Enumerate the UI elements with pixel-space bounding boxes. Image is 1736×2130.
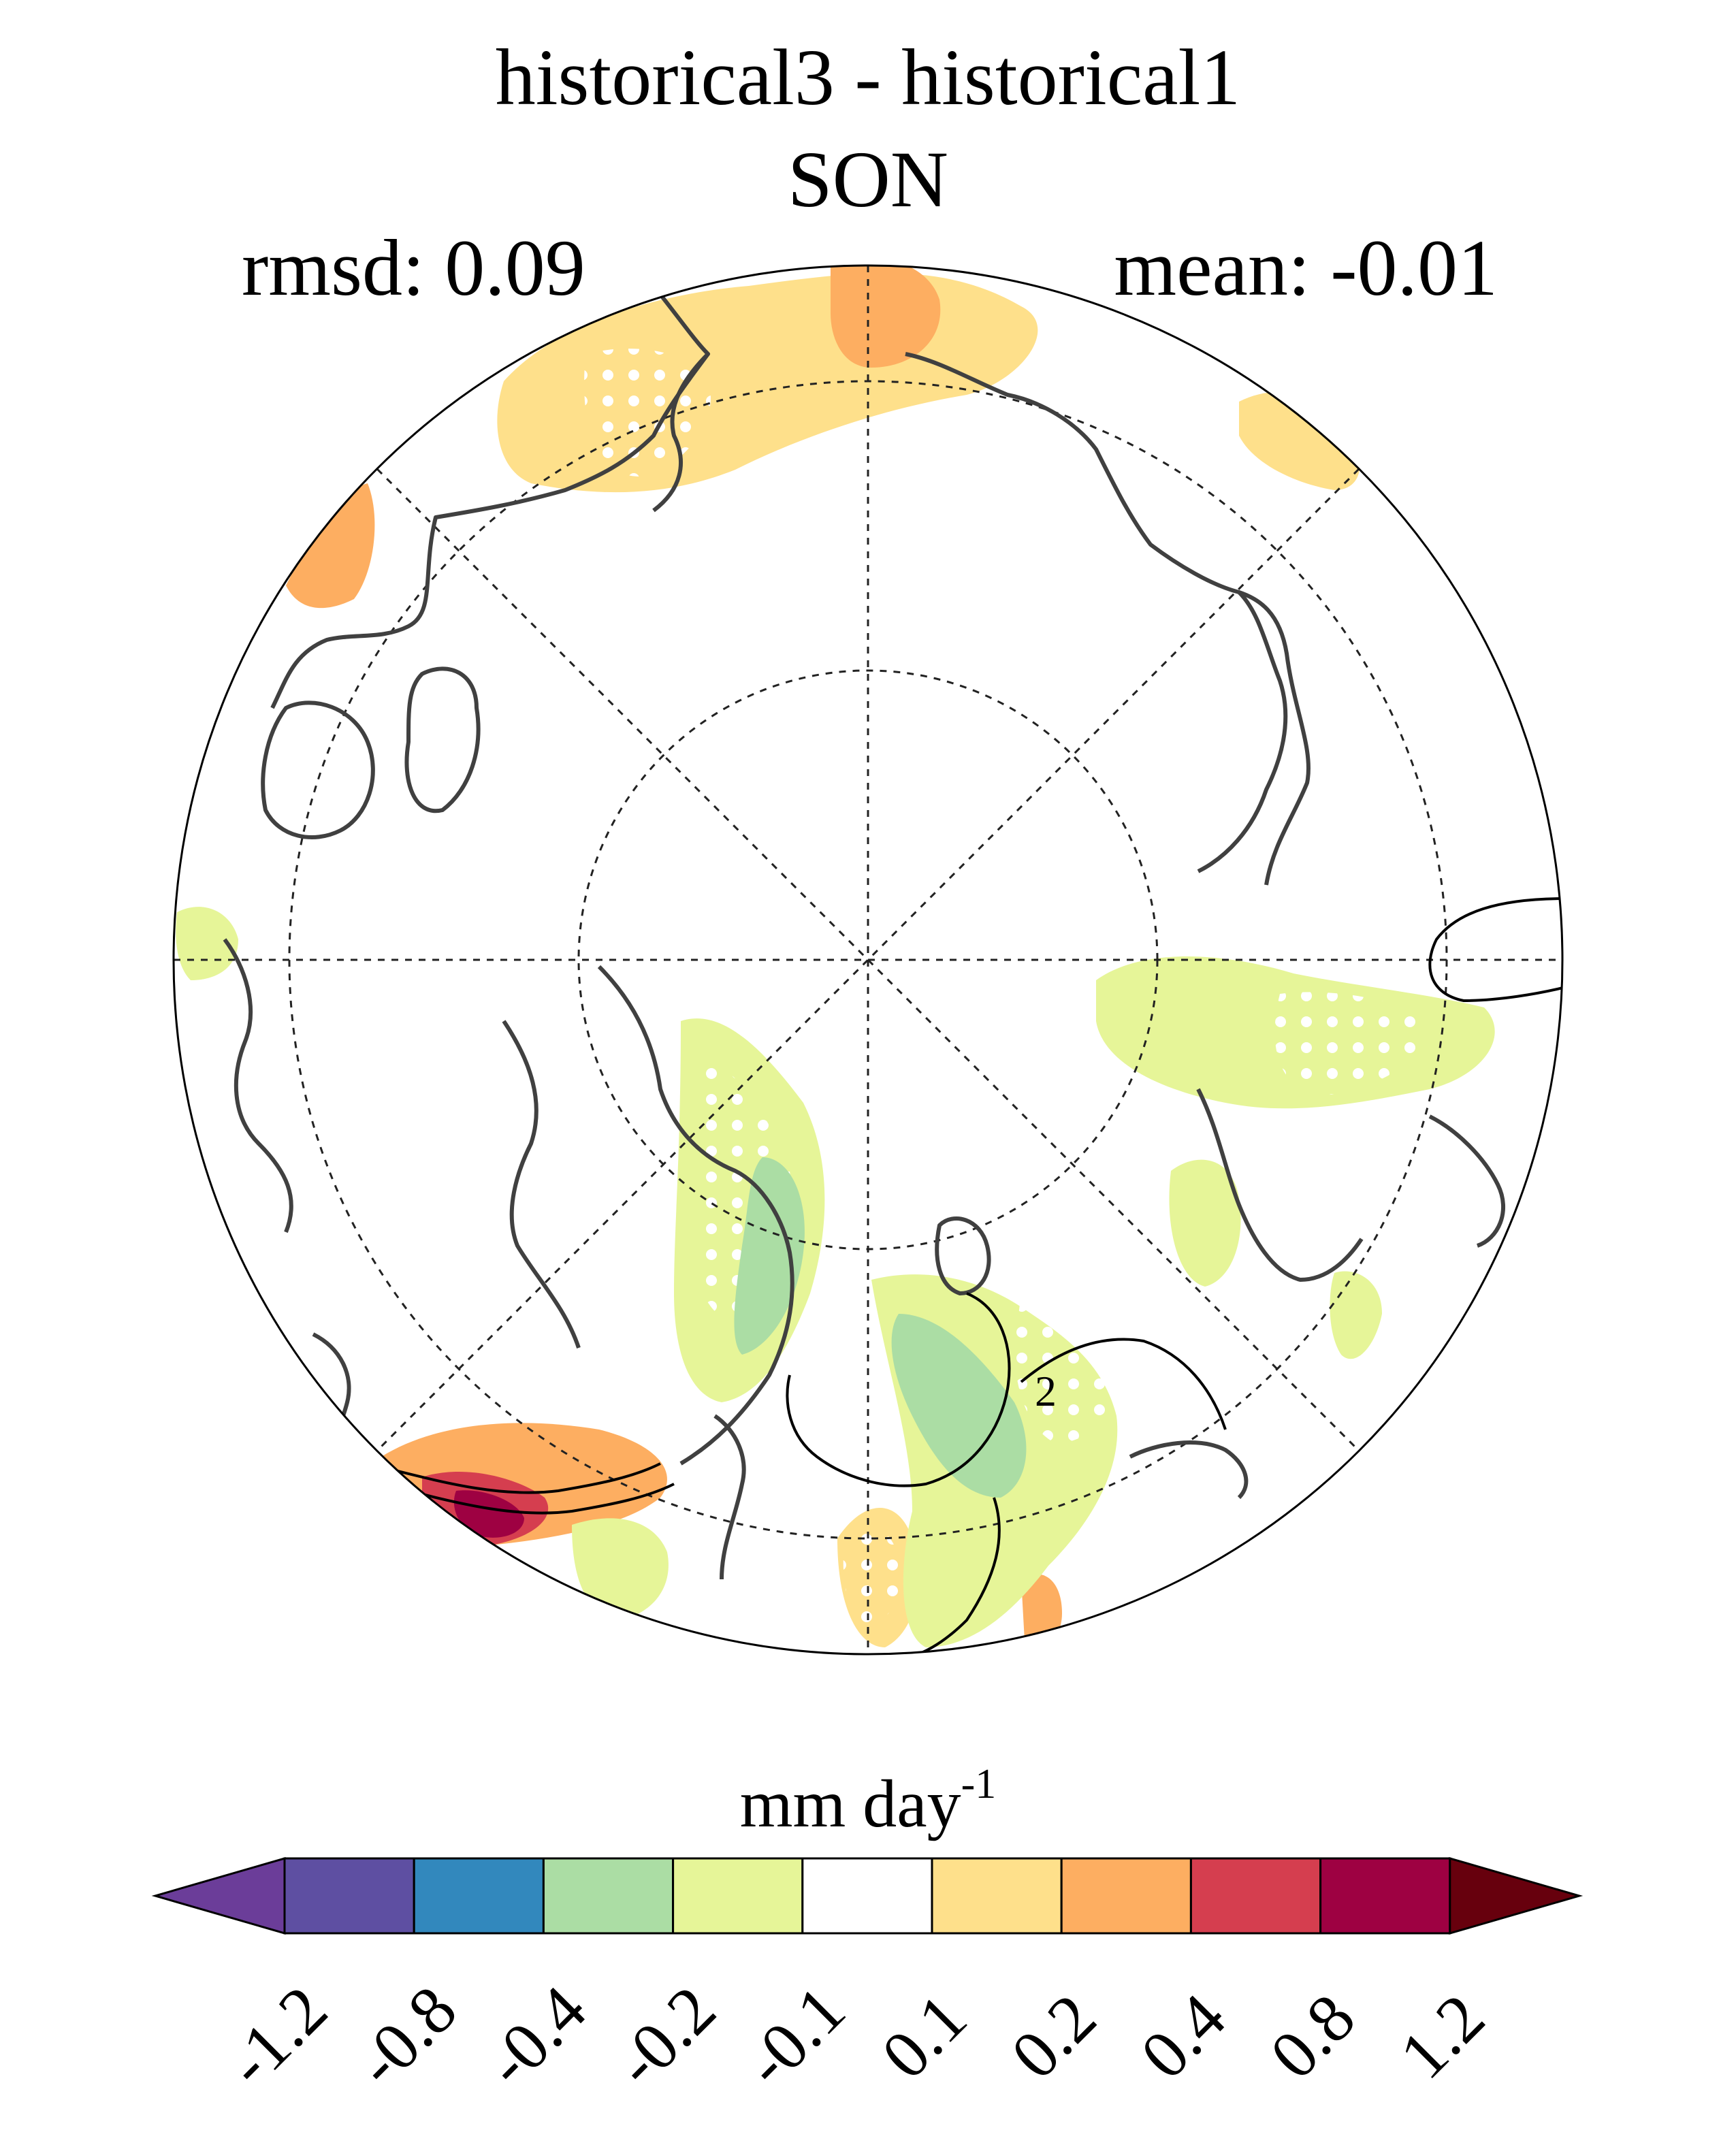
anomaly-patch-bottomleft-dark [453, 1490, 524, 1538]
colorbar-tick-label: 0.8 [1255, 1980, 1369, 2093]
colorbar-swatch [931, 1857, 1063, 1935]
colorbar-swatch [1319, 1857, 1451, 1935]
anomaly-patch-bottom-dots [843, 1528, 900, 1627]
colorbar-tick-label: -1.2 [212, 1971, 341, 2101]
anomaly-patch-left [286, 483, 375, 609]
colorbar-tick-label: -0.8 [341, 1971, 470, 2101]
title-line-2: SON [787, 135, 949, 224]
contour-bottomleft [394, 1462, 661, 1494]
colorbar-tick-label: -0.2 [600, 1971, 730, 2101]
coastline-scandinavia [652, 352, 710, 513]
coastline-alaska [502, 1020, 581, 1349]
contour-label: 2 [1035, 1367, 1057, 1415]
anomaly-patch-bottomcenter-green [891, 1314, 1027, 1498]
colorbar-swatch [283, 1857, 415, 1935]
colorbar-tick-label: 1.2 [1385, 1980, 1499, 2093]
contour-bottom [884, 1497, 1001, 1654]
colorbar-tick-label: -0.1 [730, 1971, 859, 2101]
colorbar-swatch [1189, 1857, 1322, 1935]
coastline-north-america [597, 965, 794, 1466]
anomaly-patch-right-dots [1274, 992, 1430, 1096]
colorbar-swatch [413, 1857, 545, 1935]
colorbar-tick-label: 0.1 [867, 1980, 981, 2093]
coastline-greenland [404, 666, 481, 813]
coastline-bering [713, 1414, 746, 1580]
coastline-canadian-archipelago [261, 700, 375, 839]
colorbar-labels: -1.2 -0.8 -0.4 -0.2 -0.1 0.1 0.2 0.4 0.8 1.2 [212, 1971, 1498, 2101]
colorbar-tick-label: -0.4 [470, 1971, 600, 2101]
anomaly-patch-center-green [734, 1157, 805, 1355]
coastline-japan [1428, 1114, 1505, 1248]
colorbar-swatch [1060, 1857, 1192, 1935]
mean-contours [394, 897, 1562, 1654]
contour-bottomleft-2 [408, 1483, 675, 1515]
map-border [172, 264, 1564, 1656]
colorbar-swatch [672, 1857, 804, 1935]
graticule [174, 265, 1562, 1654]
colorbar-units: mm day-1 [0, 1763, 1736, 1838]
colorbar-under-arrow [151, 1857, 286, 1935]
coastline-east-asia [1196, 1088, 1364, 1282]
colorbar-swatches [151, 1857, 1584, 1935]
anomaly-patch-farleft [176, 907, 238, 980]
anomaly-patch-bottomright-orange [1021, 1574, 1062, 1646]
contour-2-center [786, 1292, 1011, 1487]
rmsd-label: rmsd: 0.09 [242, 223, 585, 312]
coastline-canada-west [223, 938, 293, 1233]
coastline-siberia-east [1238, 590, 1311, 886]
colorbar-over-arrow [1449, 1857, 1584, 1935]
contour-2-right [1020, 1338, 1227, 1430]
coastline-russia-top [905, 352, 1288, 873]
colorbar-swatch [542, 1857, 675, 1935]
anomaly-patch-top-orange [831, 265, 941, 368]
colorbar-swatch [801, 1857, 933, 1935]
anomaly-patch-bottomleft-green [572, 1518, 669, 1620]
units-exponent: -1 [961, 1761, 997, 1807]
colorbar-tick-label: 0.4 [1126, 1980, 1240, 2093]
coastline-bottom-right [1129, 1440, 1249, 1500]
anomaly-patch-farright [1330, 1271, 1382, 1359]
coastlines [223, 285, 1505, 1580]
anomaly-patch-right-lower [1169, 1159, 1241, 1287]
mean-label: mean: -0.01 [1114, 223, 1498, 312]
units-base: mm day [739, 1766, 961, 1841]
anomaly-patch-bottomcenter-dots [1014, 1292, 1116, 1443]
title-line-1: historical3 - historical1 [495, 33, 1241, 122]
coastline-bottom-islands [935, 1216, 991, 1295]
contour-rightedge [1428, 897, 1562, 1003]
anomaly-fields [176, 265, 1495, 1647]
colorbar-tick-label: 0.2 [997, 1980, 1110, 2093]
